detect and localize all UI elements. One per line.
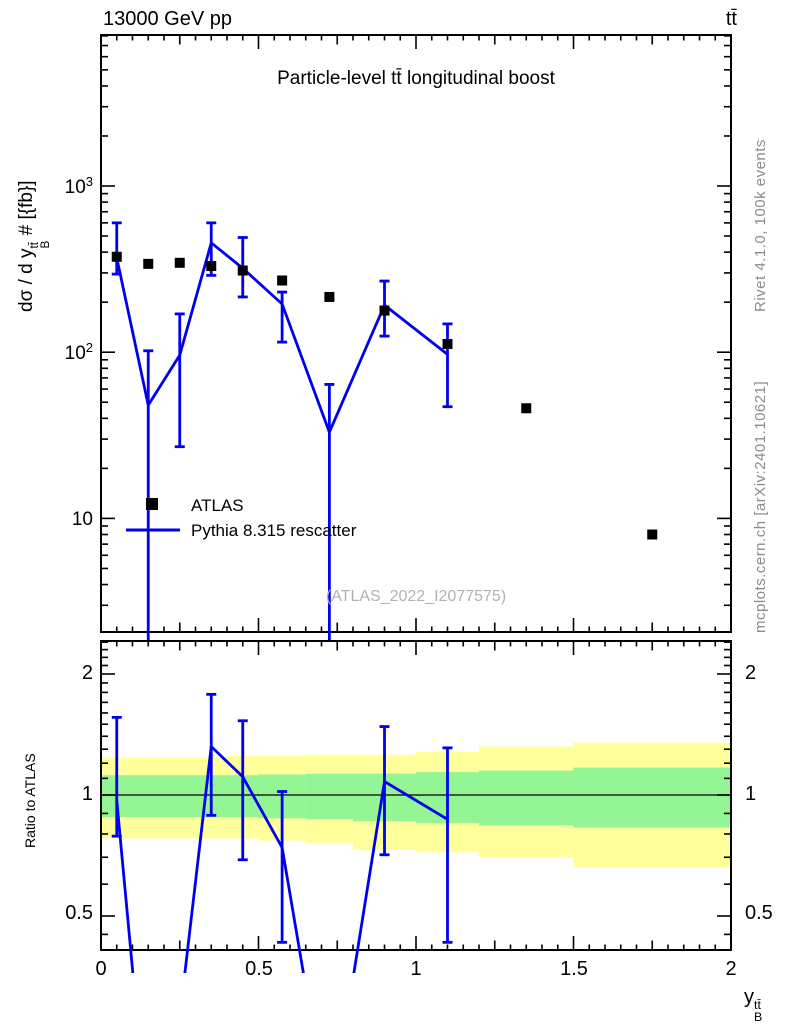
atlas-data-marker <box>174 257 185 268</box>
ratio-tick-right-1: 1 <box>745 783 757 805</box>
y-tick-1e1: 10 <box>71 509 93 530</box>
y-axis-label-prefix: dσ / d y <box>16 248 37 312</box>
mc-main-group <box>111 221 453 640</box>
y-tick-1e2: 102 <box>64 340 93 364</box>
legend-item-atlas-label: ATLAS <box>191 496 244 515</box>
atlas-data-marker <box>206 261 217 272</box>
y-tick-1e3: 103 <box>64 174 93 198</box>
ratio-tick-right-05: 0.5 <box>745 902 773 924</box>
ratio-band-green <box>132 775 164 818</box>
mc-ratio-group <box>111 692 453 973</box>
ratio-tick-left-1: 1 <box>81 783 93 805</box>
atlas-data-marker <box>143 258 154 269</box>
ratio-axis-label: Ratio to ATLAS <box>22 753 38 848</box>
atlas-data-points <box>111 251 658 540</box>
y-axis-label: dσ / d y tt̄ B # [{fb}] <box>16 180 53 312</box>
process-label: tt̄ <box>725 8 737 30</box>
atlas-data-marker <box>442 339 453 350</box>
ratio-tick-left-2: 2 <box>81 662 93 684</box>
atlas-data-marker <box>647 529 658 540</box>
ratio-tick-left-05: 0.5 <box>65 902 93 924</box>
plot-title: Particle-level tt̄ longitudinal boost <box>277 68 555 89</box>
atlas-data-marker <box>237 265 248 276</box>
beam-energy-label: 13000 GeV pp <box>103 8 232 30</box>
atlas-data-marker <box>324 291 335 302</box>
ratio-band-green <box>573 767 731 828</box>
rivet-version-note: Rivet 4.1.0, 100k events <box>752 139 769 312</box>
analysis-watermark: (ATLAS_2022_I2077575) <box>325 588 507 605</box>
y-axis-label-sub: B <box>39 240 53 249</box>
main-panel-frame <box>100 34 732 633</box>
ratio-band-green <box>305 773 353 820</box>
x-axis-title-sup: tt̄ <box>754 998 761 1013</box>
ratio-uncertainty-bands <box>101 742 731 868</box>
x-axis-title: y tt̄ B <box>744 986 762 1024</box>
y-axis-label-supsub: tt̄ B <box>28 240 53 249</box>
mcplots-arxiv-note: mcplots.cern.ch [arXiv:2401.10621] <box>752 380 769 633</box>
y-axis-label-suffix: # [{fb}] <box>16 180 37 241</box>
x-tick-0: 0 <box>95 958 107 980</box>
ratio-band-green <box>164 775 196 818</box>
x-axis-title-supsub: tt̄ B <box>754 998 763 1024</box>
x-axis-title-sub: B <box>754 1009 763 1024</box>
x-axis-title-base: y <box>744 986 754 1008</box>
atlas-data-marker <box>521 403 532 414</box>
x-tick-15: 1.5 <box>560 958 588 980</box>
ratio-tick-right-2: 2 <box>745 662 757 684</box>
x-tick-1: 1 <box>410 958 422 980</box>
legend-atlas-marker <box>146 498 158 510</box>
x-tick-2: 2 <box>725 958 737 980</box>
atlas-data-marker <box>111 251 122 262</box>
atlas-data-marker <box>277 275 288 286</box>
legend-item-pythia-label: Pythia 8.315 rescatter <box>191 521 357 540</box>
ratio-panel-frame <box>100 640 732 951</box>
x-tick-05: 0.5 <box>245 958 273 980</box>
ratio-band-green <box>479 770 574 826</box>
atlas-data-marker <box>379 305 390 316</box>
mc-ratio-line <box>115 743 449 973</box>
